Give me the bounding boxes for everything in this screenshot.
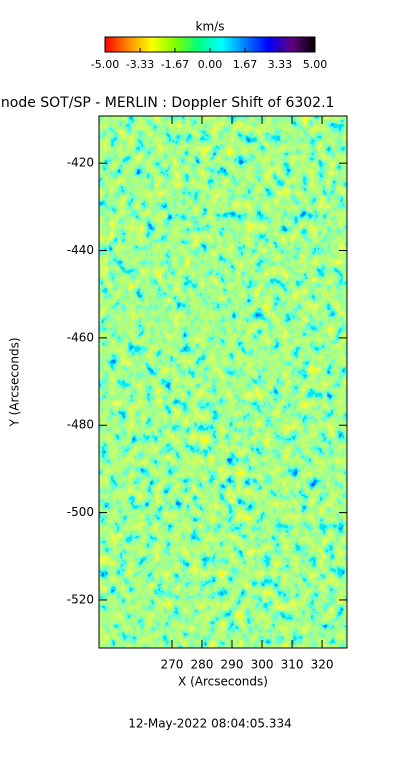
x-tick-label: 300	[251, 658, 274, 672]
footer-date: 12-May-2022 08:04:05.334	[128, 717, 292, 731]
y-tick-label: -420	[67, 156, 94, 170]
y-tick-label: -520	[67, 592, 94, 606]
colorbar-tick-label: -1.67	[161, 58, 189, 71]
colorbar-tick-label: 3.33	[268, 58, 293, 71]
y-tick-label: -440	[67, 243, 94, 257]
x-tick-label: 290	[221, 658, 244, 672]
colorbar-tick-label: 1.67	[233, 58, 258, 71]
x-tick-label: 320	[311, 658, 334, 672]
y-tick-label: -500	[67, 505, 94, 519]
doppler-map	[99, 116, 347, 648]
y-axis-label: Y (Arcseconds)	[8, 337, 22, 427]
colorbar-tick-label: -3.33	[126, 58, 154, 71]
x-tick-label: 280	[191, 658, 214, 672]
colorbar-label: km/s	[196, 20, 225, 34]
y-tick-label: -460	[67, 330, 94, 344]
colorbar-tick-label: -5.00	[91, 58, 119, 71]
y-tick-label: -480	[67, 418, 94, 432]
x-axis-label: X (Arcseconds)	[178, 675, 268, 689]
colorbar-tick-label: 0.00	[198, 58, 223, 71]
chart-title: inode SOT/SP - MERLIN : Doppler Shift of…	[0, 95, 334, 111]
plot-frame	[98, 115, 348, 649]
colorbar-tick-label: 5.00	[303, 58, 328, 71]
x-tick-label: 310	[281, 658, 304, 672]
x-tick-label: 270	[161, 658, 184, 672]
